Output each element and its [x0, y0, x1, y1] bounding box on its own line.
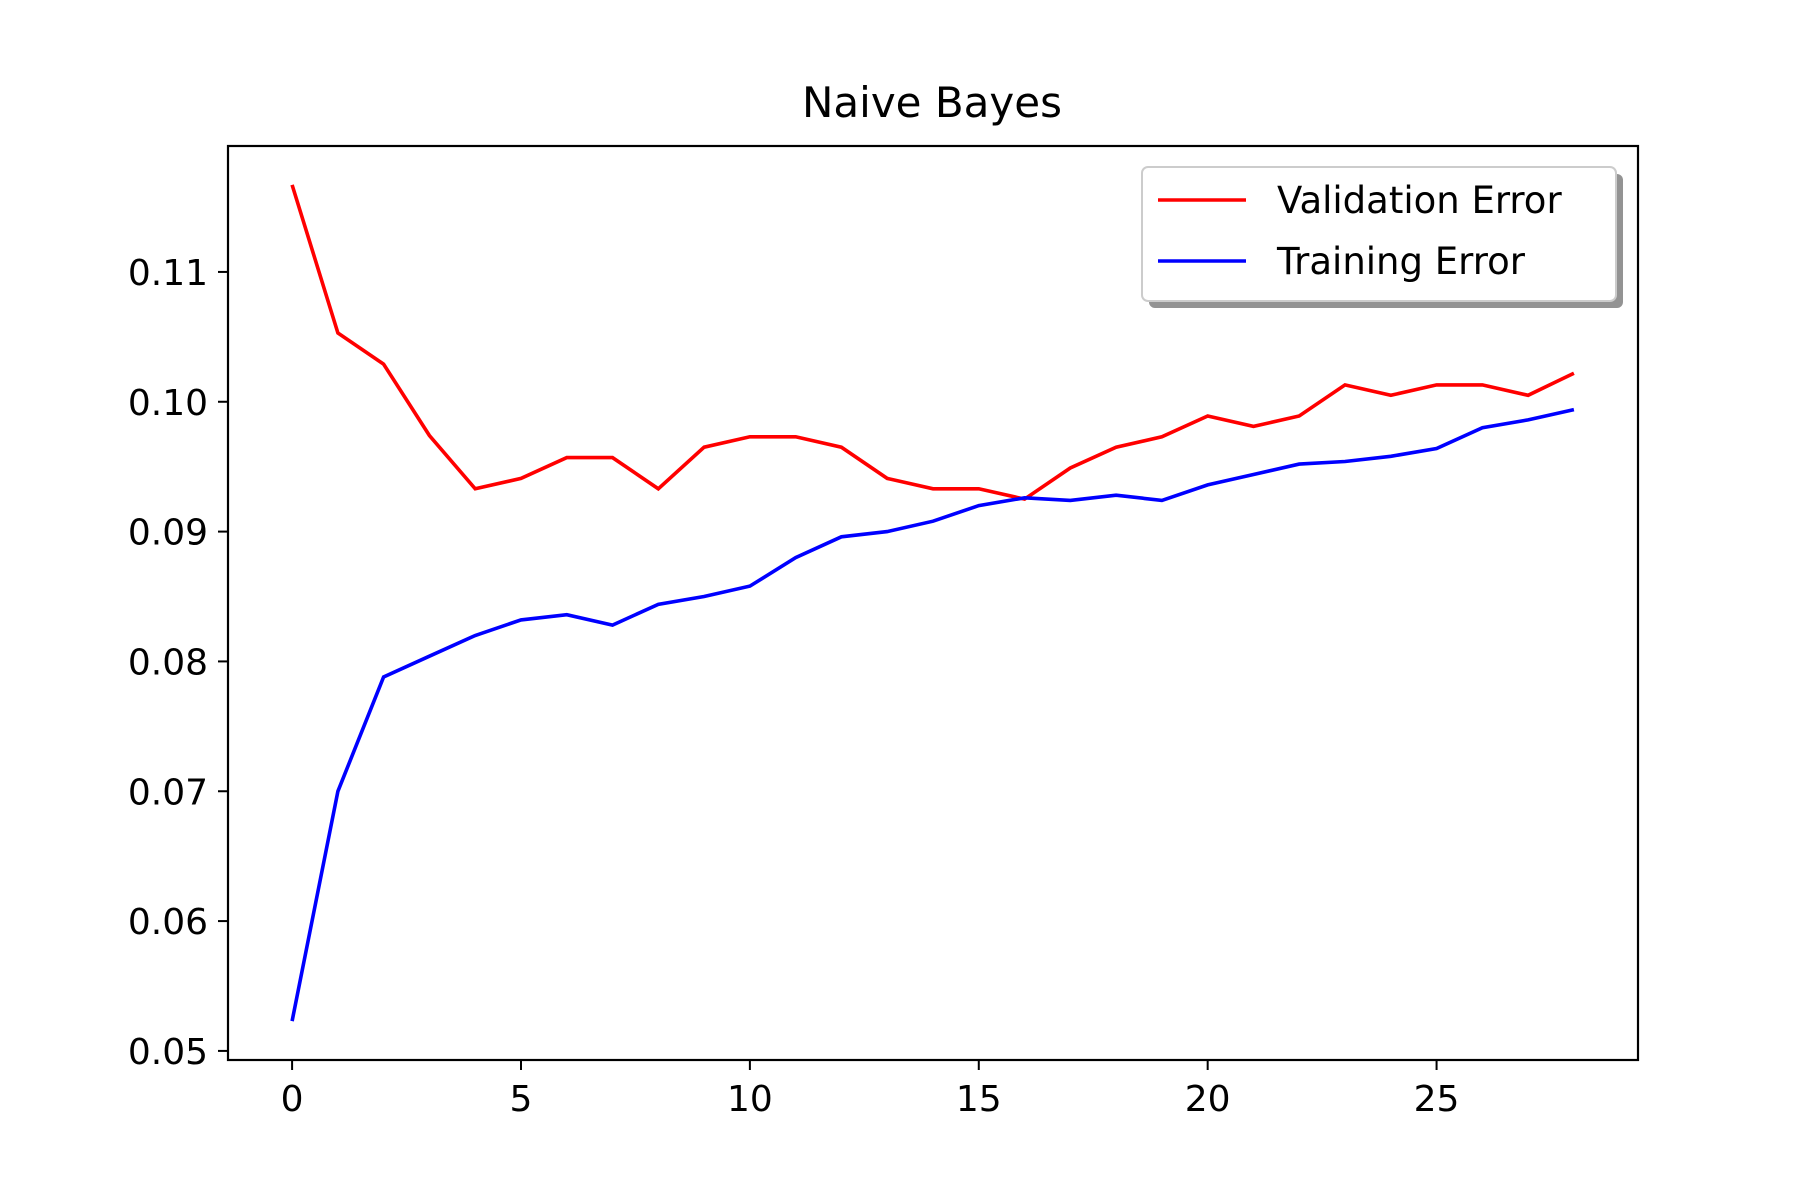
x-tick-label: 20 [1185, 1079, 1231, 1120]
plot-frame [226, 144, 1640, 1062]
legend-items: Validation Error Training Error [1158, 179, 1562, 283]
x-tick-label: 25 [1414, 1079, 1460, 1120]
y-tick-label: 0.10 [128, 383, 208, 424]
x-tick-label: 15 [956, 1079, 1002, 1120]
legend-label-training-error: Training Error [1276, 240, 1526, 283]
y-tick-label: 0.07 [128, 772, 208, 813]
y-tick-label: 0.06 [128, 902, 208, 943]
series-line-training-error [290, 407, 1575, 1022]
y-tick-label: 0.05 [128, 1032, 208, 1073]
x-axis: 0 5 10 15 20 25 [281, 1060, 1460, 1120]
legend-label-validation-error: Validation Error [1277, 179, 1562, 222]
plot-lines [290, 184, 1575, 1022]
chart-title: Naive Bayes [802, 78, 1062, 127]
y-tick-label: 0.09 [128, 513, 208, 554]
x-tick-label: 10 [727, 1079, 773, 1120]
y-tick-label: 0.11 [128, 253, 208, 294]
series-line-validation-error [290, 184, 1575, 502]
x-tick-label: 5 [510, 1079, 533, 1120]
legend: Validation Error Training Error [1141, 166, 1623, 308]
y-tick-label: 0.08 [128, 642, 208, 683]
legend-box [1141, 166, 1617, 302]
y-axis: 0.05 0.06 0.07 0.08 0.09 0.10 0.11 [128, 253, 228, 1073]
x-tick-label: 0 [281, 1079, 304, 1120]
